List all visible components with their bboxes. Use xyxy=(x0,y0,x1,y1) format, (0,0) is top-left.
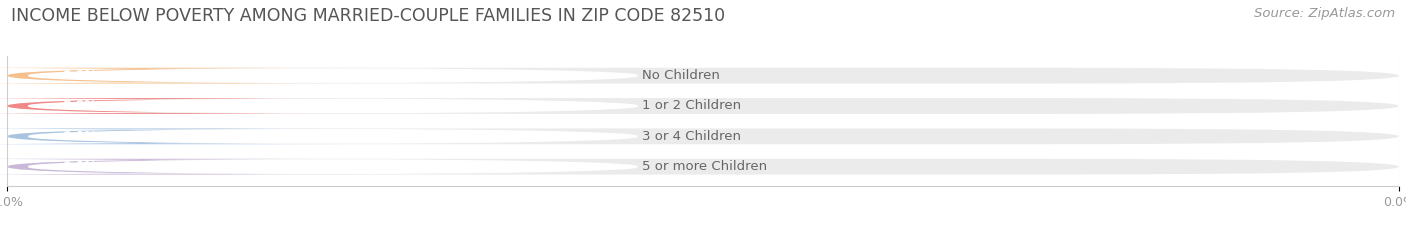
FancyBboxPatch shape xyxy=(7,98,1399,114)
Text: 3 or 4 Children: 3 or 4 Children xyxy=(643,130,741,143)
Text: 0.0%: 0.0% xyxy=(63,130,97,143)
Circle shape xyxy=(28,160,637,173)
FancyBboxPatch shape xyxy=(0,128,368,144)
Text: 0.0%: 0.0% xyxy=(63,69,97,82)
Text: 5 or more Children: 5 or more Children xyxy=(643,160,768,173)
Text: 0.0%: 0.0% xyxy=(63,99,97,113)
Circle shape xyxy=(28,69,637,82)
FancyBboxPatch shape xyxy=(0,68,368,84)
FancyBboxPatch shape xyxy=(7,68,1399,84)
Circle shape xyxy=(28,130,637,143)
Text: Source: ZipAtlas.com: Source: ZipAtlas.com xyxy=(1254,7,1395,20)
Text: 1 or 2 Children: 1 or 2 Children xyxy=(643,99,741,113)
Text: 0.0%: 0.0% xyxy=(63,160,97,173)
FancyBboxPatch shape xyxy=(0,159,368,175)
FancyBboxPatch shape xyxy=(7,159,1399,175)
FancyBboxPatch shape xyxy=(7,128,1399,144)
Circle shape xyxy=(28,99,637,113)
FancyBboxPatch shape xyxy=(0,98,368,114)
Text: INCOME BELOW POVERTY AMONG MARRIED-COUPLE FAMILIES IN ZIP CODE 82510: INCOME BELOW POVERTY AMONG MARRIED-COUPL… xyxy=(11,7,725,25)
Text: No Children: No Children xyxy=(643,69,720,82)
